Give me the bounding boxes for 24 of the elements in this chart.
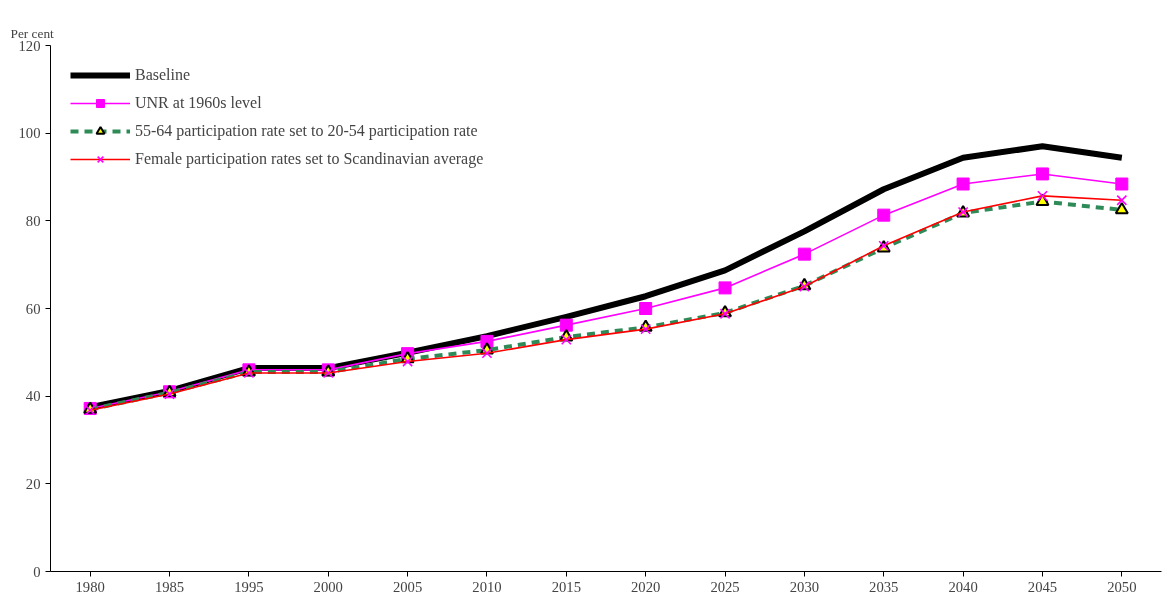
y-tick-label: 20: [25, 475, 41, 492]
legend-label: Female participation rates set to Scandinavian average: [135, 150, 484, 168]
x-tick-label: 2020: [631, 578, 661, 594]
y-tick-label: 60: [25, 300, 41, 317]
y-tick-label: 40: [25, 388, 41, 405]
y-tick-label: 0: [33, 563, 41, 580]
x-tick-label: 2015: [551, 578, 581, 594]
x-tick-label: 2025: [710, 578, 740, 594]
y-tick-label: 80: [25, 212, 41, 229]
legend-label: Baseline: [135, 66, 191, 84]
legend-label: 55-64 participation rate set to 20-54 participation rate: [135, 122, 478, 140]
x-tick-label: 2035: [869, 578, 899, 594]
x-tick-label: 2005: [392, 578, 423, 594]
y-tick-label: 100: [18, 125, 41, 142]
x-tick-label: 1985: [154, 578, 185, 594]
x-tick-label: 2050: [1107, 578, 1137, 594]
x-tick-label: 2045: [1027, 578, 1058, 594]
x-tick-label: 2030: [789, 578, 820, 594]
x-tick-label: 1995: [234, 578, 264, 594]
x-tick-label: 2010: [472, 578, 502, 594]
x-tick-label: 2040: [948, 578, 978, 594]
x-tick-label: 2000: [313, 578, 343, 594]
legend-label: UNR at 1960s level: [135, 94, 262, 112]
x-tick-label: 1980: [75, 578, 105, 594]
